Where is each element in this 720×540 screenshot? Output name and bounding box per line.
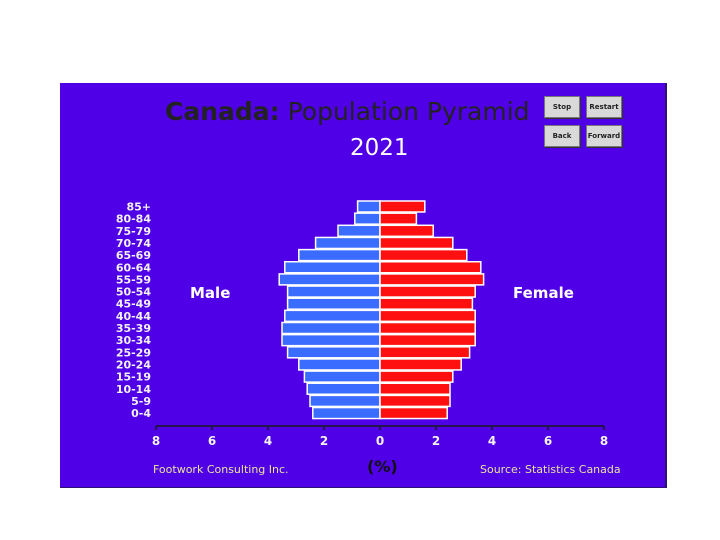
male-bar bbox=[281, 333, 381, 347]
x-tick-label: 8 bbox=[152, 434, 160, 448]
age-group-label: 70-74 bbox=[116, 237, 152, 250]
pyramid-slide: Canada: Population Pyramid 2021 Stop Res… bbox=[60, 83, 667, 488]
male-bar bbox=[312, 406, 381, 420]
female-bar bbox=[379, 285, 476, 298]
male-bar bbox=[286, 346, 381, 359]
male-bar bbox=[354, 212, 381, 225]
title-country: Canada: bbox=[165, 97, 280, 126]
age-group-label: 0-4 bbox=[131, 407, 151, 420]
female-bar bbox=[379, 236, 454, 250]
male-bar bbox=[314, 236, 381, 250]
male-label: Male bbox=[190, 284, 231, 302]
age-group-label: 40-44 bbox=[116, 310, 152, 323]
x-tick-label: 6 bbox=[544, 434, 552, 448]
male-bar bbox=[303, 370, 381, 383]
male-bar bbox=[337, 224, 381, 238]
male-bar bbox=[286, 297, 381, 310]
age-group-label: 50-54 bbox=[116, 286, 152, 299]
age-group-label: 10-14 bbox=[116, 383, 152, 396]
pyramid-chart: 85+80-8475-7970-7465-6960-6455-5950-5445… bbox=[116, 200, 608, 448]
x-tick-label: 2 bbox=[432, 434, 440, 448]
female-bar bbox=[379, 309, 476, 323]
age-group-label: 30-34 bbox=[116, 334, 152, 347]
female-bar bbox=[379, 212, 418, 225]
male-bar bbox=[356, 200, 381, 213]
female-bar bbox=[379, 321, 476, 335]
male-bar bbox=[306, 382, 381, 395]
restart-button[interactable]: Restart bbox=[586, 96, 622, 118]
age-group-label: 60-64 bbox=[116, 261, 152, 274]
age-group-label: 20-24 bbox=[116, 358, 152, 371]
female-bar bbox=[379, 358, 462, 371]
male-bar bbox=[278, 273, 381, 286]
female-bar bbox=[379, 273, 485, 286]
male-bar bbox=[309, 394, 381, 408]
age-group-label: 55-59 bbox=[116, 273, 151, 286]
female-bar bbox=[379, 297, 474, 310]
male-bar bbox=[298, 248, 381, 262]
x-tick-label: 8 bbox=[600, 434, 608, 448]
age-group-label: 85+ bbox=[126, 201, 151, 214]
female-bar bbox=[379, 370, 454, 383]
back-button[interactable]: Back bbox=[544, 125, 580, 147]
male-bar bbox=[281, 321, 381, 335]
x-axis-label: (%) bbox=[367, 457, 398, 476]
credit-left: Footwork Consulting Inc. bbox=[153, 463, 289, 476]
chart-title: Canada: Population Pyramid bbox=[165, 97, 530, 126]
age-group-label: 45-49 bbox=[116, 298, 151, 311]
female-bar bbox=[379, 224, 434, 238]
age-group-label: 65-69 bbox=[116, 249, 151, 262]
age-group-label: 35-39 bbox=[116, 322, 151, 335]
x-tick-label: 0 bbox=[376, 434, 384, 448]
age-group-label: 75-79 bbox=[116, 225, 151, 238]
age-group-label: 15-19 bbox=[116, 371, 151, 384]
female-label: Female bbox=[513, 284, 574, 302]
year-label: 2021 bbox=[350, 135, 409, 161]
x-tick-label: 6 bbox=[208, 434, 216, 448]
female-bar bbox=[379, 406, 448, 420]
age-group-label: 25-29 bbox=[116, 346, 151, 359]
age-group-label: 80-84 bbox=[116, 213, 152, 226]
female-bar bbox=[379, 261, 482, 274]
forward-button[interactable]: Forward bbox=[586, 125, 622, 147]
male-bar bbox=[284, 261, 381, 274]
male-bar bbox=[284, 309, 381, 323]
female-bar bbox=[379, 382, 451, 395]
age-group-label: 5-9 bbox=[131, 395, 151, 408]
female-bar bbox=[379, 333, 476, 347]
stop-button[interactable]: Stop bbox=[544, 96, 580, 118]
x-tick-label: 4 bbox=[264, 434, 272, 448]
female-bar bbox=[379, 346, 471, 359]
source-credit: Source: Statistics Canada bbox=[480, 463, 621, 476]
female-bar bbox=[379, 394, 451, 408]
male-bar bbox=[286, 285, 381, 298]
title-rest: Population Pyramid bbox=[287, 97, 530, 126]
x-tick-label: 4 bbox=[488, 434, 496, 448]
x-tick-label: 2 bbox=[320, 434, 328, 448]
male-bar bbox=[298, 358, 381, 371]
female-bar bbox=[379, 200, 426, 213]
female-bar bbox=[379, 248, 468, 262]
